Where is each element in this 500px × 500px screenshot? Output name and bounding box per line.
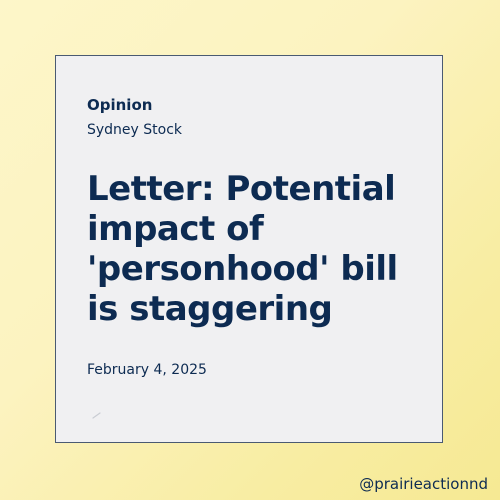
pen-icon — [92, 404, 102, 419]
author-name: Sydney Stock — [87, 122, 183, 138]
social-handle: @prairieactionnd — [359, 475, 488, 493]
section-label: Opinion — [87, 96, 153, 114]
publish-date: February 4, 2025 — [87, 362, 207, 378]
article-headline[interactable]: Letter: Potential impact of 'personhood'… — [87, 169, 398, 329]
article-card[interactable]: Opinion Sydney Stock Letter: Potential i… — [55, 55, 443, 443]
